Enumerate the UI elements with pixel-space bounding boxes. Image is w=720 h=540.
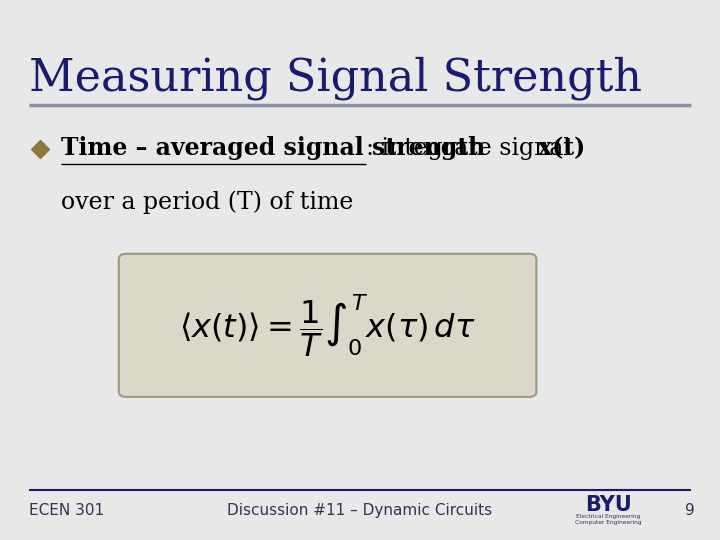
Text: Measuring Signal Strength: Measuring Signal Strength	[29, 57, 642, 100]
Text: over a period (T) of time: over a period (T) of time	[61, 191, 354, 214]
Text: x(t): x(t)	[539, 137, 585, 160]
Text: : integrate signal: : integrate signal	[366, 137, 578, 160]
Text: Discussion #11 – Dynamic Circuits: Discussion #11 – Dynamic Circuits	[228, 503, 492, 518]
Text: BYU: BYU	[585, 495, 631, 515]
FancyBboxPatch shape	[119, 254, 536, 397]
Text: ECEN 301: ECEN 301	[29, 503, 104, 518]
Text: Electrical Engineering
Computer Engineering: Electrical Engineering Computer Engineer…	[575, 514, 642, 525]
Text: $\langle x(t) \rangle = \dfrac{1}{T} \int_0^{T} x(\tau)\, d\tau$: $\langle x(t) \rangle = \dfrac{1}{T} \in…	[179, 293, 476, 359]
Text: 9: 9	[685, 503, 695, 518]
Text: Time – averaged signal strength: Time – averaged signal strength	[61, 137, 485, 160]
